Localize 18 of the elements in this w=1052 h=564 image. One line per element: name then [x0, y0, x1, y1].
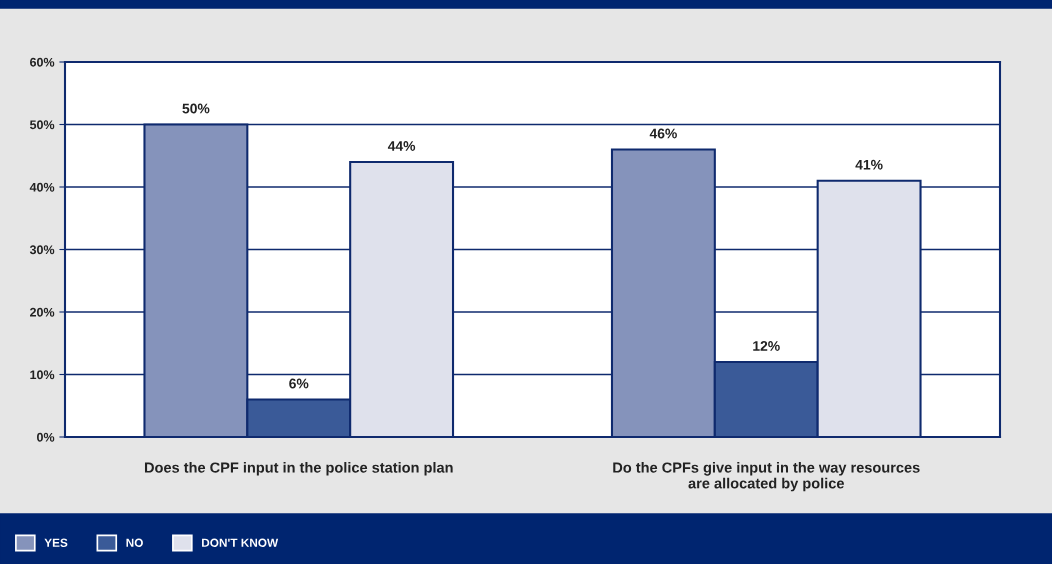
x-tick-label: Do the CPFs give input in the way resources are allocated by police — [613, 462, 920, 492]
data-label: 41% — [855, 159, 883, 170]
y-tick-label: 40% — [29, 182, 55, 192]
y-tick-label: 60% — [30, 57, 55, 67]
x-tick-label: Does the CPF input in the police station plan — [144, 462, 453, 476]
legend-label: YES — [44, 538, 68, 547]
y-tick-label: 30% — [29, 245, 55, 255]
y-tick-label: 0% — [37, 432, 55, 442]
y-tick-label: 20% — [30, 307, 55, 317]
data-label: 12% — [753, 341, 780, 351]
data-label: 50% — [182, 103, 210, 114]
data-label: 46% — [649, 128, 677, 139]
y-tick-label: 50% — [29, 120, 55, 130]
data-label: 6% — [289, 378, 309, 389]
y-tick-label: 10% — [30, 370, 55, 380]
legend-label: NO — [126, 538, 143, 547]
data-label: 44% — [387, 141, 416, 151]
legend-label: DON'T KNOW — [202, 538, 279, 547]
